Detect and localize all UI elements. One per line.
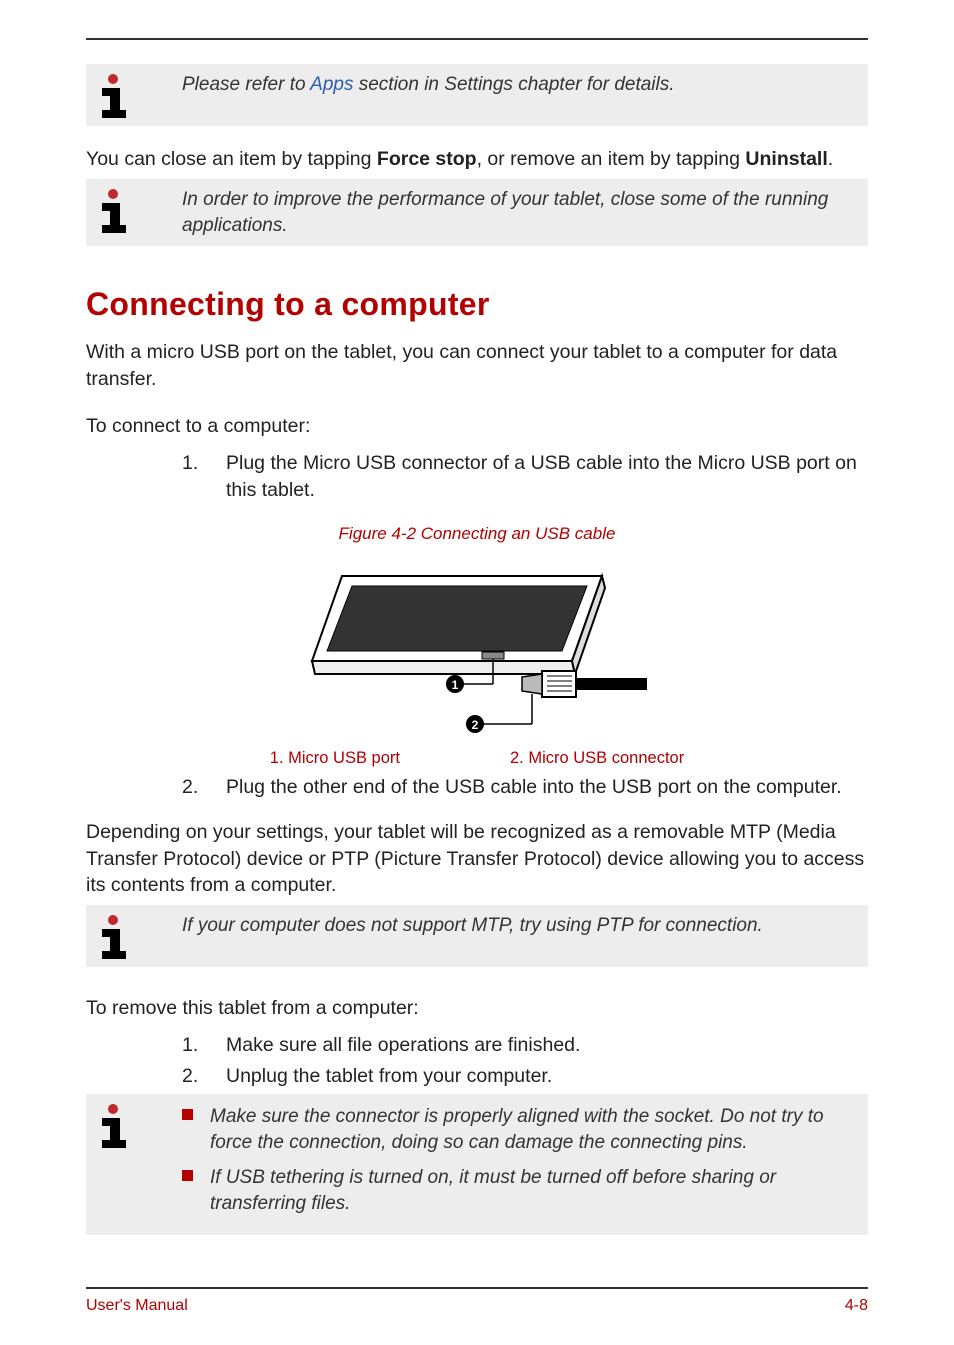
note-bullet-list: Make sure the connector is properly alig…	[182, 1102, 858, 1227]
step-text: Unplug the tablet from your computer.	[226, 1063, 552, 1090]
note-box-mtp: If your computer does not support MTP, t…	[86, 905, 868, 967]
info-icon	[92, 913, 134, 959]
legend-1: 1. Micro USB port	[270, 749, 400, 768]
footer-right: 4-8	[845, 1297, 868, 1315]
bullet-connector-align: Make sure the connector is properly alig…	[182, 1104, 858, 1155]
connect-steps-cont: 2. Plug the other end of the USB cable i…	[182, 770, 868, 805]
figure-caption: Figure 4-2 Connecting an USB cable	[86, 524, 868, 544]
para-close-item: You can close an item by tapping Force s…	[86, 146, 868, 173]
step-number: 2.	[182, 1063, 226, 1090]
bullet-text: If USB tethering is turned on, it must b…	[210, 1165, 858, 1216]
svg-text:1: 1	[452, 678, 459, 692]
step-text: Make sure all file operations are finish…	[226, 1032, 580, 1059]
footer: User's Manual 4-8	[86, 1287, 868, 1315]
step-number: 1.	[182, 450, 226, 504]
info-icon	[92, 1102, 134, 1148]
remove-step-2: 2. Unplug the tablet from your computer.	[182, 1063, 868, 1090]
remove-step-1: 1. Make sure all file operations are fin…	[182, 1032, 868, 1059]
page-container: Please refer to Apps section in Settings…	[0, 0, 954, 1345]
step-2: 2. Plug the other end of the USB cable i…	[182, 774, 868, 801]
top-rule	[86, 38, 868, 40]
legend-2: 2. Micro USB connector	[510, 749, 684, 768]
connect-steps: 1. Plug the Micro USB connector of a USB…	[182, 446, 868, 508]
note1-prefix: Please refer to	[182, 74, 310, 95]
step-number: 1.	[182, 1032, 226, 1059]
note-text-mtp: If your computer does not support MTP, t…	[182, 913, 763, 939]
info-icon	[92, 72, 134, 118]
step-number: 2.	[182, 774, 226, 801]
bullet-text: Make sure the connector is properly alig…	[210, 1104, 858, 1155]
para-mtp: Depending on your settings, your tablet …	[86, 819, 868, 900]
info-icon-wrap	[86, 1102, 182, 1148]
figure-image: 1 2	[86, 556, 868, 741]
figure-legend: 1. Micro USB port 2. Micro USB connector	[86, 749, 868, 768]
para-to-remove: To remove this tablet from a computer:	[86, 995, 868, 1022]
spacer	[86, 1241, 868, 1281]
note-text: Please refer to Apps section in Settings…	[182, 72, 675, 98]
note-box-performance: In order to improve the performance of y…	[86, 179, 868, 246]
p1e: .	[828, 148, 833, 170]
uninstall-label: Uninstall	[745, 148, 827, 170]
bullet-usb-tethering: If USB tethering is turned on, it must b…	[182, 1165, 858, 1216]
para-to-connect: To connect to a computer:	[86, 413, 868, 440]
info-icon-wrap	[86, 913, 182, 959]
force-stop-label: Force stop	[377, 148, 477, 170]
note-box-apps: Please refer to Apps section in Settings…	[86, 64, 868, 126]
step-text: Plug the Micro USB connector of a USB ca…	[226, 450, 868, 504]
para-intro: With a micro USB port on the tablet, you…	[86, 339, 868, 393]
usb-cable-illustration: 1 2	[307, 556, 647, 741]
info-icon-wrap	[86, 72, 182, 118]
info-icon	[92, 187, 134, 233]
note1-suffix: section in Settings chapter for details.	[353, 74, 674, 95]
note-box-connector: Make sure the connector is properly alig…	[86, 1094, 868, 1235]
p1c: , or remove an item by tapping	[477, 148, 746, 170]
bullet-marker	[182, 1104, 210, 1120]
section-heading: Connecting to a computer	[86, 286, 868, 323]
step-1: 1. Plug the Micro USB connector of a USB…	[182, 450, 868, 504]
remove-steps: 1. Make sure all file operations are fin…	[182, 1028, 868, 1094]
note-text-performance: In order to improve the performance of y…	[182, 187, 858, 238]
step-text: Plug the other end of the USB cable into…	[226, 774, 842, 801]
footer-left: User's Manual	[86, 1297, 188, 1315]
svg-text:2: 2	[472, 718, 479, 732]
bullet-marker	[182, 1165, 210, 1181]
apps-link[interactable]: Apps	[310, 74, 353, 95]
info-icon-wrap	[86, 187, 182, 233]
p1a: You can close an item by tapping	[86, 148, 377, 170]
